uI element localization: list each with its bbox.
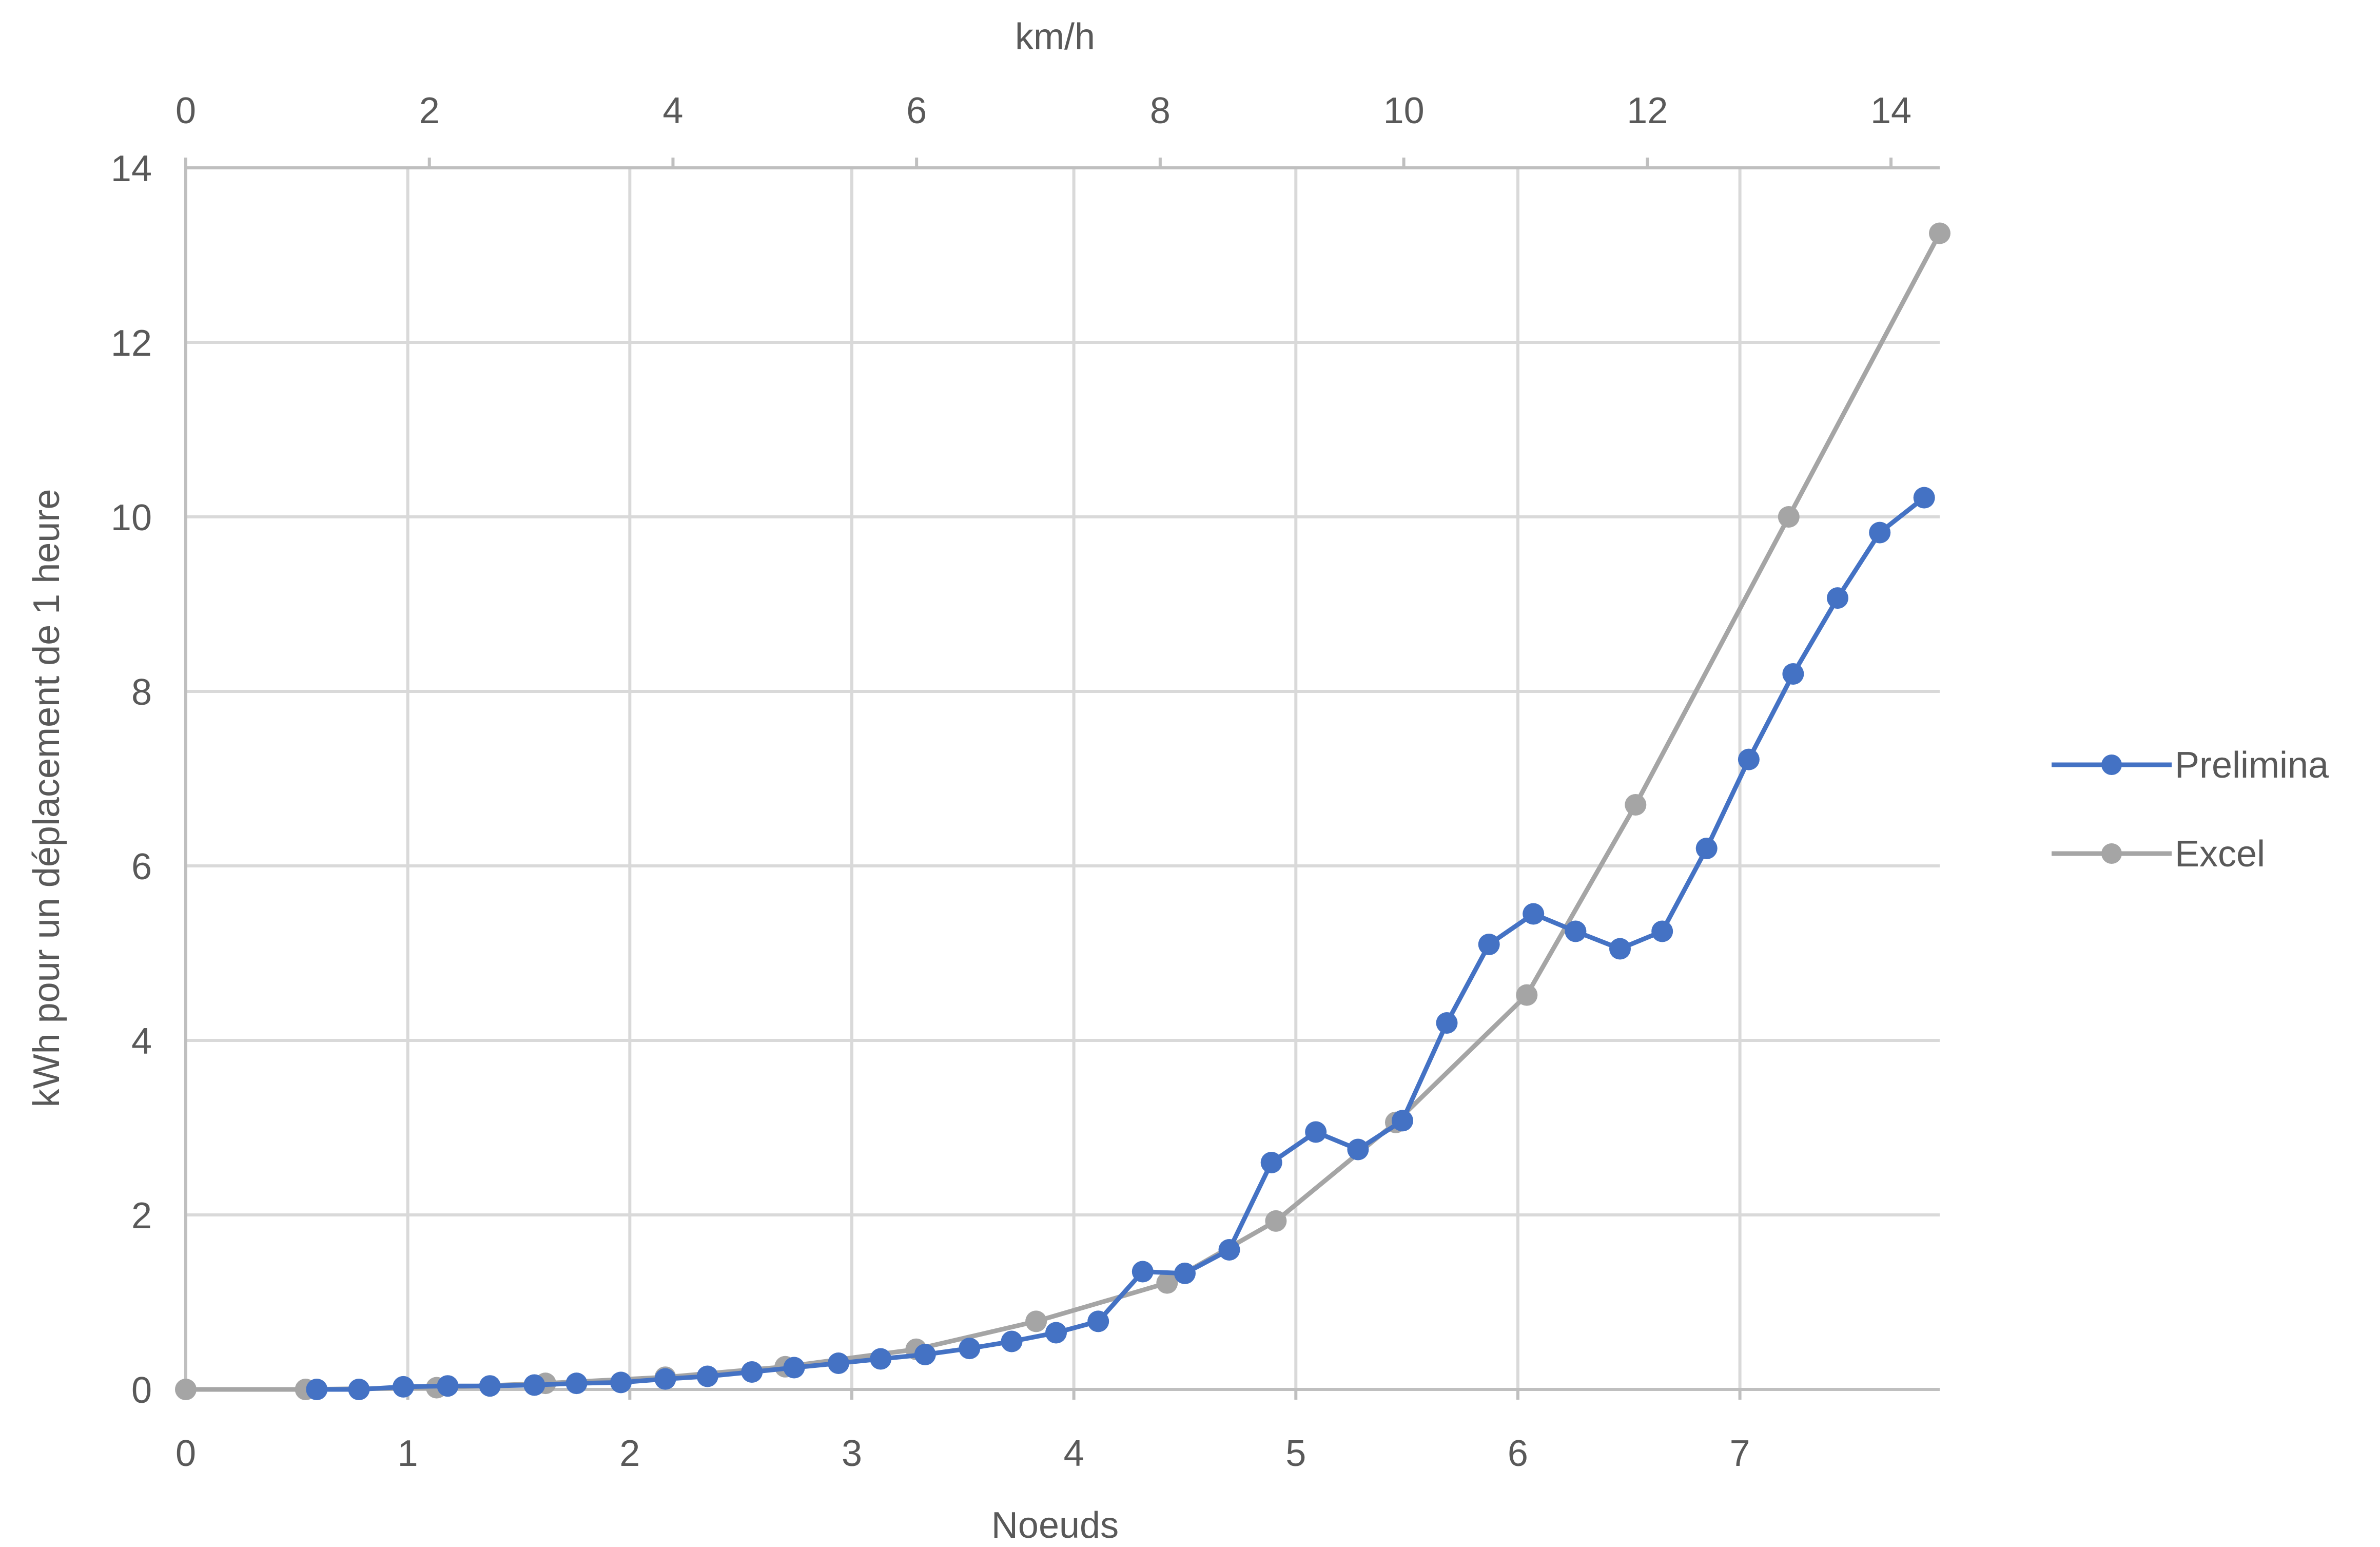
- data-point-prelimina: [1260, 1152, 1282, 1173]
- data-point-prelimina: [1478, 934, 1500, 955]
- data-point-prelimina: [1132, 1261, 1154, 1283]
- y-tick-label: 12: [111, 323, 152, 364]
- data-point-prelimina: [610, 1371, 632, 1394]
- data-point-excel: [1025, 1310, 1047, 1332]
- data-point-prelimina: [1913, 487, 1935, 509]
- data-point-prelimina: [914, 1344, 936, 1365]
- data-point-prelimina: [565, 1372, 588, 1395]
- x2-tick-label: 6: [906, 90, 927, 131]
- y-tick-label: 6: [131, 846, 152, 887]
- y-tick-label: 14: [111, 148, 152, 189]
- legend: Prelimina Excel: [2052, 745, 2329, 875]
- gridlines: [186, 166, 1940, 1389]
- x-tick-label: 1: [398, 1433, 418, 1474]
- x2-tick-label: 4: [662, 90, 683, 131]
- data-point-prelimina: [437, 1375, 459, 1397]
- data-point-prelimina: [1174, 1262, 1196, 1284]
- data-point-prelimina: [1347, 1138, 1369, 1161]
- x-tick-label: 7: [1730, 1433, 1750, 1474]
- data-point-prelimina: [828, 1352, 849, 1374]
- series-excel: [175, 222, 1950, 1400]
- legend-marker-prelimina: [2101, 755, 2122, 775]
- y-tick-label: 2: [131, 1195, 152, 1236]
- x2-tick-label: 0: [175, 90, 196, 131]
- axes: [184, 158, 1940, 1400]
- data-point-prelimina: [1609, 938, 1631, 960]
- data-point-prelimina: [959, 1338, 981, 1360]
- series-prelimina: [306, 487, 1935, 1400]
- data-point-prelimina: [1869, 521, 1891, 544]
- data-point-excel: [1778, 506, 1800, 528]
- y-tick-label: 10: [111, 497, 152, 538]
- series-line-prelimina: [314, 495, 1927, 1392]
- y-tick-label: 8: [131, 672, 152, 713]
- data-point-excel: [1929, 222, 1950, 244]
- data-point-excel: [1265, 1210, 1287, 1232]
- x-tick-label: 4: [1064, 1433, 1084, 1474]
- plot-series: [175, 222, 1950, 1400]
- legend-label-excel: Excel: [2175, 834, 2265, 875]
- x-tick-label: 3: [842, 1433, 862, 1474]
- data-point-prelimina: [1523, 903, 1545, 925]
- data-point-prelimina: [1087, 1310, 1109, 1332]
- data-point-excel: [1516, 984, 1538, 1006]
- data-point-prelimina: [1001, 1330, 1023, 1352]
- data-point-prelimina: [306, 1379, 328, 1400]
- x-axis-title: Noeuds: [991, 1505, 1119, 1546]
- x-tick-label: 5: [1285, 1433, 1306, 1474]
- x2-tick-label: 14: [1870, 90, 1911, 131]
- x2-axis-title: km/h: [1015, 16, 1095, 57]
- x-tick-label: 2: [619, 1433, 640, 1474]
- data-point-prelimina: [1305, 1121, 1327, 1143]
- x2-tick-label: 10: [1383, 90, 1425, 131]
- data-point-prelimina: [741, 1361, 763, 1383]
- data-point-prelimina: [1651, 920, 1673, 942]
- data-point-excel: [175, 1379, 197, 1400]
- y-axis-title: kWh pour un déplacement de 1 heure: [26, 489, 67, 1108]
- data-point-prelimina: [1827, 587, 1848, 609]
- data-point-prelimina: [1782, 663, 1804, 685]
- data-point-prelimina: [654, 1368, 676, 1390]
- data-point-prelimina: [1392, 1110, 1413, 1132]
- data-point-prelimina: [348, 1379, 370, 1400]
- x2-tick-label: 12: [1627, 90, 1668, 131]
- data-point-excel: [1156, 1272, 1178, 1294]
- data-point-prelimina: [1695, 838, 1718, 859]
- data-point-prelimina: [1045, 1322, 1067, 1344]
- y-tick-label: 4: [131, 1021, 152, 1062]
- data-point-prelimina: [870, 1348, 892, 1370]
- x-tick-label: 6: [1508, 1433, 1528, 1474]
- data-point-prelimina: [393, 1376, 414, 1398]
- data-point-prelimina: [1436, 1012, 1458, 1034]
- x-tick-label: 0: [175, 1433, 196, 1474]
- data-point-prelimina: [783, 1357, 805, 1379]
- legend-label-prelimina: Prelimina: [2175, 745, 2329, 786]
- x2-tick-label: 2: [419, 90, 440, 131]
- data-point-prelimina: [479, 1375, 501, 1397]
- x2-tick-label: 8: [1150, 90, 1171, 131]
- y-tick-label: 0: [131, 1370, 152, 1411]
- data-point-excel: [1625, 794, 1647, 816]
- data-point-prelimina: [1218, 1239, 1240, 1261]
- data-point-prelimina: [1738, 748, 1760, 770]
- legend-marker-excel: [2101, 843, 2122, 864]
- data-point-prelimina: [523, 1374, 545, 1396]
- data-point-prelimina: [1565, 920, 1587, 942]
- data-point-prelimina: [696, 1365, 718, 1387]
